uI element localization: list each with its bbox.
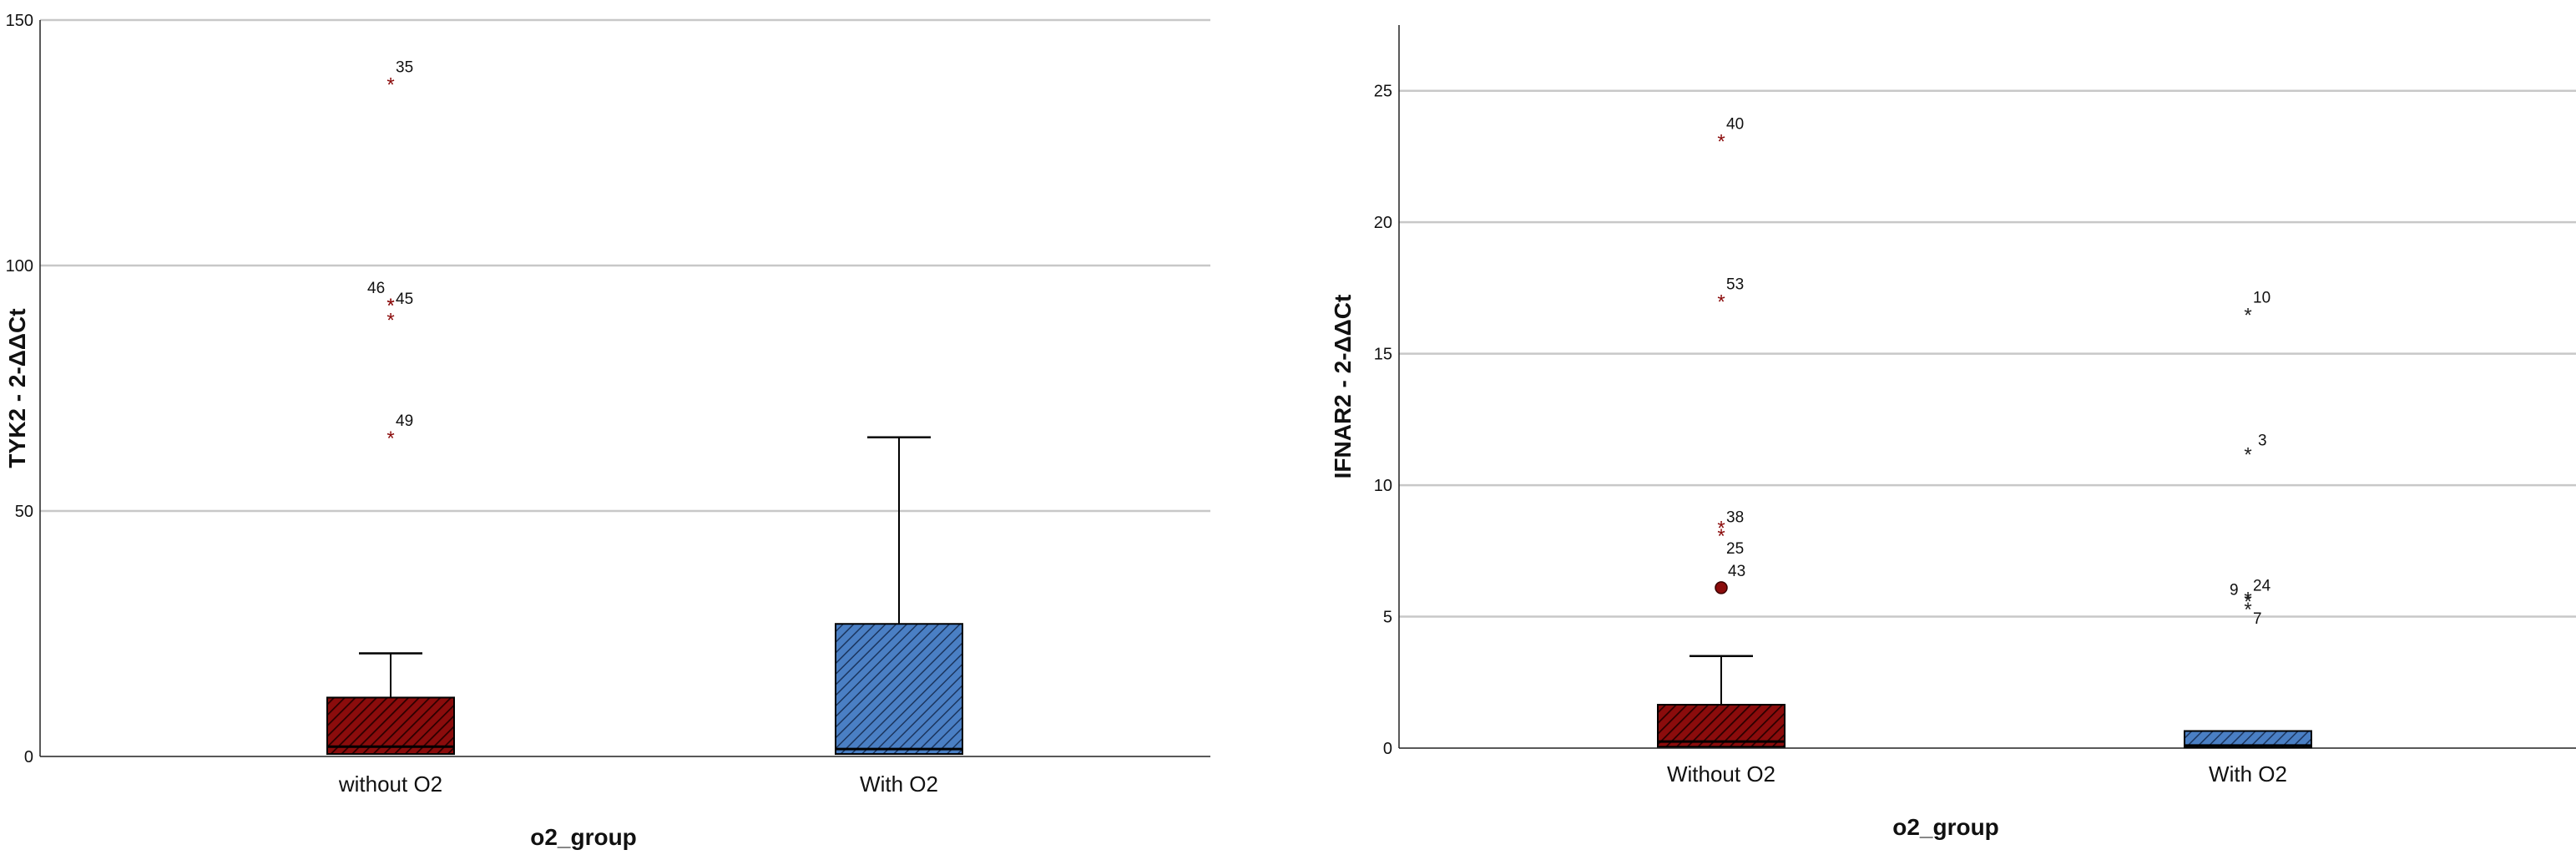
y-tick-label: 25 — [1374, 83, 1392, 101]
outlier-label: 25 — [1726, 540, 1744, 558]
outlier-label: 45 — [396, 291, 413, 308]
y-tick-label: 20 — [1374, 214, 1392, 232]
outlier-label: 7 — [2253, 610, 2262, 628]
y-tick-label: 100 — [6, 257, 33, 276]
y-tick-label: 15 — [1374, 346, 1392, 364]
y-tick-label: 50 — [15, 503, 33, 521]
x-tick-label: With O2 — [860, 771, 938, 797]
outlier-point: * — [2244, 589, 2251, 611]
outlier-point: * — [386, 295, 394, 317]
outlier-point: * — [2244, 599, 2251, 621]
outlier-label: 9 — [2230, 582, 2239, 599]
y-axis-title: TYK2 - 2-ΔΔCt — [4, 308, 30, 468]
box-without-o2 — [1657, 704, 1786, 748]
outlier-point: * — [386, 295, 394, 317]
outlier-point — [1715, 581, 1728, 594]
outlier-point: * — [1717, 131, 1725, 154]
y-tick-label: 0 — [24, 748, 33, 766]
outlier-label: 49 — [396, 412, 413, 430]
y-tick-label: 5 — [1383, 609, 1392, 627]
outlier-point: * — [1717, 291, 1725, 314]
outlier-point: * — [386, 427, 394, 450]
outlier-label: 46 — [367, 280, 385, 297]
x-axis-title: o2_group — [1892, 814, 1999, 840]
outlier-point: * — [386, 73, 394, 96]
box-with-o2 — [835, 623, 963, 756]
y-tick-label: 10 — [1374, 477, 1392, 495]
outlier-label: 10 — [2253, 289, 2270, 306]
x-tick-label: With O2 — [2209, 761, 2287, 787]
outlier-label: 43 — [1728, 563, 1745, 580]
outlier-label: 3 — [2258, 432, 2267, 449]
x-tick-label: Without O2 — [1667, 761, 1775, 787]
y-tick-label: 150 — [6, 12, 33, 30]
outlier-point: * — [2244, 443, 2251, 466]
box-without-o2 — [326, 696, 455, 756]
outlier-point: * — [386, 310, 394, 332]
x-tick-label: without O2 — [338, 771, 442, 797]
outlier-label: 38 — [1726, 508, 1744, 526]
outlier-label: 35 — [396, 58, 413, 76]
outlier-label: 53 — [1726, 276, 1744, 294]
y-tick-label: 0 — [1383, 740, 1392, 758]
outlier-point: * — [2244, 304, 2251, 326]
x-axis-title: o2_group — [530, 824, 637, 850]
outlier-point: * — [1717, 517, 1725, 539]
y-axis-title: IFNAR2 - 2-ΔΔCt — [1330, 295, 1356, 479]
outlier-point: * — [2244, 591, 2251, 614]
outlier-point: * — [1717, 525, 1725, 548]
outlier-label: 40 — [1726, 116, 1744, 134]
box-with-o2 — [2184, 730, 2312, 749]
outlier-label: 24 — [2253, 578, 2271, 595]
